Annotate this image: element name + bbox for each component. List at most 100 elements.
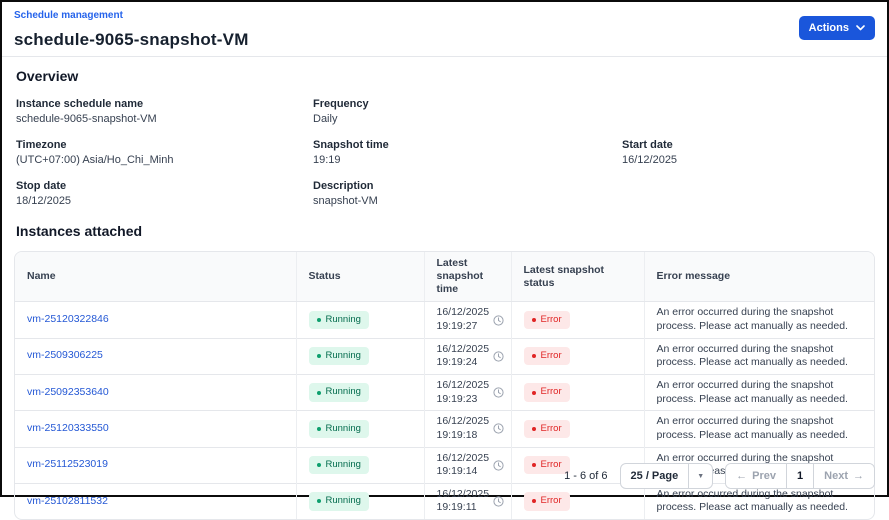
name-cell: vm-25120322846 [15, 302, 296, 338]
field-frequency: Frequency Daily [313, 98, 622, 125]
latest-snapshot-time-cell: 16/12/2025 19:19:11 [423, 482, 511, 520]
status-badge: Running [308, 347, 369, 366]
clock-icon [493, 387, 504, 398]
next-page-button[interactable]: Next → [814, 464, 874, 488]
instances-table: Name Status Latest snapshot time Latest … [14, 251, 875, 520]
page-title: schedule-9065-snapshot-VM [14, 30, 249, 49]
actions-button[interactable]: Actions [798, 16, 875, 40]
vm-link[interactable]: vm-25112523019 [27, 458, 108, 471]
field-label: Stop date [16, 180, 67, 192]
field-label: Instance schedule name [16, 98, 144, 110]
status-cell: Running [295, 482, 424, 520]
arrow-right-icon: → [853, 469, 864, 482]
page-size-value: 25 / Page [630, 470, 679, 482]
column-header-error-message: Error message [643, 252, 874, 303]
status-badge: Running [308, 492, 369, 511]
overview-grid: Instance schedule name schedule-9065-sna… [16, 98, 875, 207]
error-dot-icon [531, 463, 536, 468]
field-value: Daily [313, 113, 338, 125]
clock-icon [493, 351, 504, 362]
field-label: Frequency [313, 98, 369, 110]
vm-link[interactable]: vm-2509306225 [27, 349, 103, 362]
overview-heading: Overview [16, 68, 79, 84]
latest-snapshot-status-cell: Error [510, 337, 644, 375]
table-row: vm-25092353640 Running 16/12/2025 19:19:… [15, 373, 874, 411]
latest-snapshot-time-cell: 16/12/2025 19:19:23 [423, 373, 511, 411]
snapshot-status-badge: Error [523, 419, 570, 439]
chevron-down-icon [856, 25, 865, 31]
status-dot-icon [316, 463, 321, 468]
name-cell: vm-2509306225 [15, 337, 296, 375]
latest-snapshot-time-cell: 16/12/2025 19:19:24 [423, 337, 511, 375]
latest-snapshot-time-cell: 16/12/2025 19:19:27 [423, 301, 511, 339]
page-header-left: Schedule management schedule-9065-snapsh… [14, 10, 249, 50]
overview-grid-spacer [622, 98, 875, 125]
error-dot-icon [531, 426, 536, 431]
header-divider [2, 56, 887, 57]
field-label: Description [313, 180, 374, 192]
field-description: Description snapshot-VM [313, 180, 622, 207]
latest-snapshot-time-cell: 16/12/2025 19:19:14 [423, 446, 511, 484]
status-badge: Running [308, 310, 369, 330]
actions-button-label: Actions [808, 22, 849, 34]
error-dot-icon [531, 354, 536, 359]
snapshot-status-badge: Error [523, 347, 570, 366]
field-instance-schedule-name: Instance schedule name schedule-9065-sna… [16, 98, 313, 125]
snapshot-status-badge: Error [523, 383, 570, 402]
snapshot-status-badge: Error [523, 492, 570, 511]
vm-link[interactable]: vm-25102811532 [27, 494, 108, 507]
clock-icon [493, 314, 504, 326]
column-header-latest-snapshot-time: Latest snapshot time [423, 252, 511, 303]
name-cell: vm-25102811532 [15, 482, 296, 520]
latest-snapshot-status-cell: Error [510, 373, 644, 411]
status-dot-icon [316, 354, 321, 359]
status-badge: Running [308, 419, 369, 439]
field-value: 16/12/2025 [622, 154, 678, 166]
field-label: Start date [622, 139, 673, 151]
status-badge: Running [308, 383, 369, 402]
column-header-status: Status [295, 252, 424, 303]
field-value: 18/12/2025 [16, 195, 72, 207]
vm-link[interactable]: vm-25120322846 [27, 313, 109, 326]
status-dot-icon [316, 390, 321, 395]
snapshot-status-badge: Error [523, 310, 570, 330]
status-cell: Running [295, 410, 424, 447]
error-message-cell: An error occurred during the snapshot pr… [643, 373, 874, 411]
error-dot-icon [531, 318, 536, 323]
field-start-date: Start date 16/12/2025 [622, 139, 875, 166]
error-message-cell: An error occurred during the snapshot pr… [643, 301, 874, 339]
column-header-name: Name [15, 252, 296, 303]
breadcrumb[interactable]: Schedule management [14, 10, 123, 21]
table-row: vm-25120333550 Running 16/12/2025 19:19:… [15, 410, 874, 447]
status-dot-icon [316, 318, 321, 323]
current-page-button[interactable]: 1 [786, 464, 815, 488]
caret-down-icon: ▼ [688, 464, 712, 488]
table-header-row: Name Status Latest snapshot time Latest … [15, 252, 874, 303]
arrow-left-icon: ← [736, 469, 748, 482]
pager: ← Prev 1 Next → [725, 463, 875, 489]
status-cell: Running [295, 446, 424, 484]
name-cell: vm-25112523019 [15, 446, 296, 484]
status-cell: Running [295, 337, 424, 375]
name-cell: vm-25120333550 [15, 410, 296, 447]
page-size-select[interactable]: 25 / Page ▼ [619, 463, 714, 489]
name-cell: vm-25092353640 [15, 373, 296, 411]
vm-link[interactable]: vm-25120333550 [27, 422, 109, 435]
page-header: Schedule management schedule-9065-snapsh… [2, 2, 887, 56]
clock-icon [493, 460, 504, 471]
prev-page-button[interactable]: ← Prev [726, 464, 787, 488]
field-label: Timezone [16, 139, 67, 151]
vm-link[interactable]: vm-25092353640 [27, 385, 109, 398]
error-dot-icon [531, 499, 536, 504]
status-dot-icon [316, 499, 321, 504]
field-timezone: Timezone (UTC+07:00) Asia/Ho_Chi_Minh [16, 139, 313, 166]
column-header-latest-snapshot-status: Latest snapshot status [510, 252, 644, 303]
status-cell: Running [295, 301, 424, 339]
overview-grid-spacer [622, 180, 875, 207]
field-value: (UTC+07:00) Asia/Ho_Chi_Minh [16, 154, 174, 166]
status-badge: Running [308, 455, 369, 475]
field-value: snapshot-VM [313, 195, 378, 207]
field-label: Snapshot time [313, 139, 389, 151]
latest-snapshot-status-cell: Error [510, 410, 644, 447]
field-snapshot-time: Snapshot time 19:19 [313, 139, 622, 166]
